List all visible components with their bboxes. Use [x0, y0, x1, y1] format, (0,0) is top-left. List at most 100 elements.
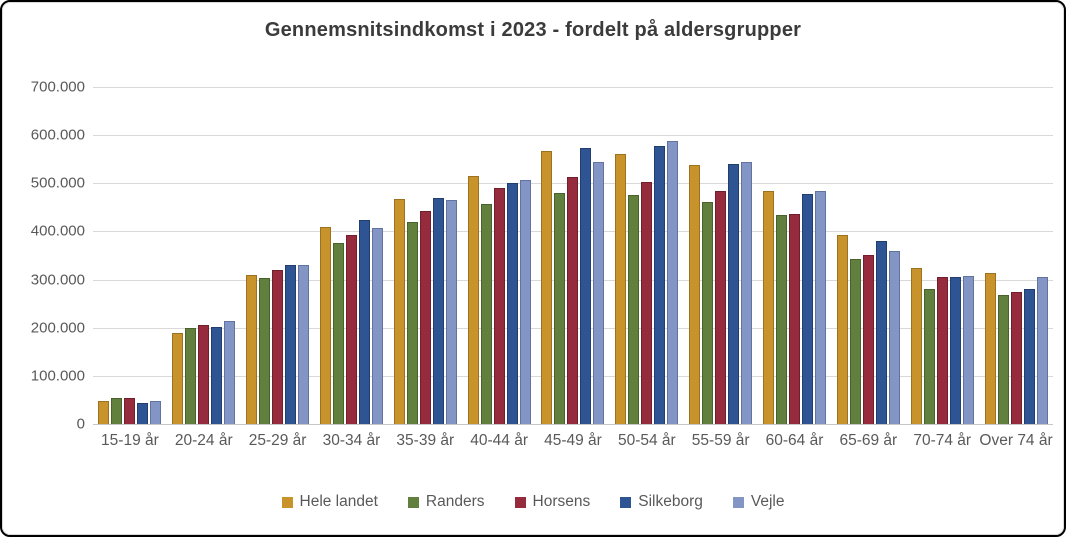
bar-group: [167, 87, 241, 424]
y-tick-label: 700.000: [30, 78, 85, 96]
bar[interactable]: [406, 221, 418, 424]
y-tick-label: 600.000: [30, 126, 85, 144]
bar[interactable]: [432, 197, 444, 424]
x-tick-label: 20-24 år: [174, 432, 233, 449]
bar[interactable]: [480, 203, 492, 424]
legend-label: Hele landet: [299, 493, 378, 510]
bar[interactable]: [962, 276, 974, 424]
bar-group: [684, 87, 758, 424]
legend-label: Silkeborg: [638, 493, 703, 510]
y-tick-label: 100.000: [30, 367, 85, 385]
bar-group: [905, 87, 979, 424]
bar[interactable]: [875, 241, 887, 424]
bar[interactable]: [298, 264, 310, 424]
bar[interactable]: [172, 332, 184, 424]
bar[interactable]: [667, 140, 679, 424]
bar[interactable]: [358, 219, 370, 424]
bar[interactable]: [124, 398, 136, 424]
bar[interactable]: [815, 191, 827, 424]
bar[interactable]: [949, 276, 961, 424]
bar[interactable]: [541, 151, 553, 424]
bar[interactable]: [702, 201, 714, 424]
bar[interactable]: [741, 162, 753, 424]
bar[interactable]: [467, 176, 479, 424]
legend-marker-icon: [732, 496, 744, 508]
bar[interactable]: [1010, 292, 1022, 424]
legend: Hele landet Randers Horsens Silkeborg Vejle: [3, 493, 1063, 511]
bar[interactable]: [319, 226, 331, 424]
y-axis: 700.000 600.000 500.000 400.000 300.000 200.0…: [3, 79, 85, 433]
bar[interactable]: [285, 264, 297, 424]
bar[interactable]: [246, 274, 258, 424]
bar[interactable]: [393, 199, 405, 424]
bar[interactable]: [111, 398, 123, 424]
bar[interactable]: [185, 327, 197, 424]
bar[interactable]: [923, 289, 935, 424]
bar[interactable]: [1036, 277, 1048, 424]
x-tick-label: 45-49 år: [544, 432, 602, 449]
bar[interactable]: [615, 154, 627, 424]
bar[interactable]: [580, 147, 592, 424]
bar[interactable]: [763, 191, 775, 424]
legend-item[interactable]: Vejle: [732, 493, 785, 511]
chart-title: Gennemsnitsindkomst i 2023 - fordelt på …: [264, 19, 802, 41]
bar[interactable]: [789, 213, 801, 424]
bar[interactable]: [802, 194, 814, 424]
bar[interactable]: [371, 227, 383, 424]
bar[interactable]: [332, 243, 344, 424]
bar[interactable]: [567, 176, 579, 424]
bar[interactable]: [493, 188, 505, 424]
bar[interactable]: [888, 250, 900, 424]
bar[interactable]: [689, 165, 701, 424]
x-tick-label: 25-29 år: [248, 432, 307, 449]
bar[interactable]: [849, 258, 861, 424]
bar[interactable]: [728, 164, 740, 424]
bar[interactable]: [506, 183, 518, 424]
bar-group: [93, 87, 167, 424]
bar[interactable]: [936, 276, 948, 424]
bar-group: [536, 87, 610, 424]
legend-label: Horsens: [532, 493, 591, 510]
bar[interactable]: [554, 192, 566, 424]
bar[interactable]: [98, 400, 110, 424]
bar[interactable]: [628, 194, 640, 424]
bar[interactable]: [150, 401, 162, 424]
bar[interactable]: [211, 326, 223, 424]
bar[interactable]: [593, 162, 605, 424]
legend-item[interactable]: Hele landet: [281, 493, 378, 511]
bar[interactable]: [641, 181, 653, 424]
bar[interactable]: [836, 234, 848, 424]
legend-item[interactable]: Silkeborg: [620, 493, 703, 511]
bar[interactable]: [1023, 289, 1035, 424]
bar-group: [462, 87, 536, 424]
bar-group: [610, 87, 684, 424]
legend-item[interactable]: Randers: [407, 493, 485, 511]
x-tick-label: 50-54 år: [617, 432, 676, 449]
bar[interactable]: [997, 295, 1009, 424]
bar[interactable]: [776, 215, 788, 424]
bar[interactable]: [445, 199, 457, 424]
bar[interactable]: [272, 269, 284, 424]
bar[interactable]: [519, 180, 531, 424]
y-tick-label: 0: [76, 415, 85, 433]
bar[interactable]: [910, 268, 922, 424]
bar[interactable]: [419, 210, 431, 424]
x-axis: 15-19 år 20-24 år 25-29 år 30-34 år 35-39 år…: [93, 431, 1053, 450]
bar[interactable]: [654, 146, 666, 424]
legend-item[interactable]: Horsens: [514, 493, 591, 511]
x-tick-label: 40-44 år: [470, 432, 528, 449]
bar[interactable]: [984, 272, 996, 424]
bar[interactable]: [259, 278, 271, 424]
bar[interactable]: [345, 234, 357, 424]
x-tick-label: 55-59 år: [691, 432, 750, 449]
legend-label: Vejle: [750, 493, 785, 510]
x-tick-label: 35-39 år: [396, 432, 455, 449]
bar[interactable]: [198, 325, 210, 424]
legend-marker-icon: [281, 496, 293, 508]
legend-label: Randers: [425, 493, 485, 510]
bar[interactable]: [137, 403, 149, 424]
bar[interactable]: [715, 191, 727, 424]
bar[interactable]: [224, 320, 236, 424]
bar[interactable]: [862, 255, 874, 424]
